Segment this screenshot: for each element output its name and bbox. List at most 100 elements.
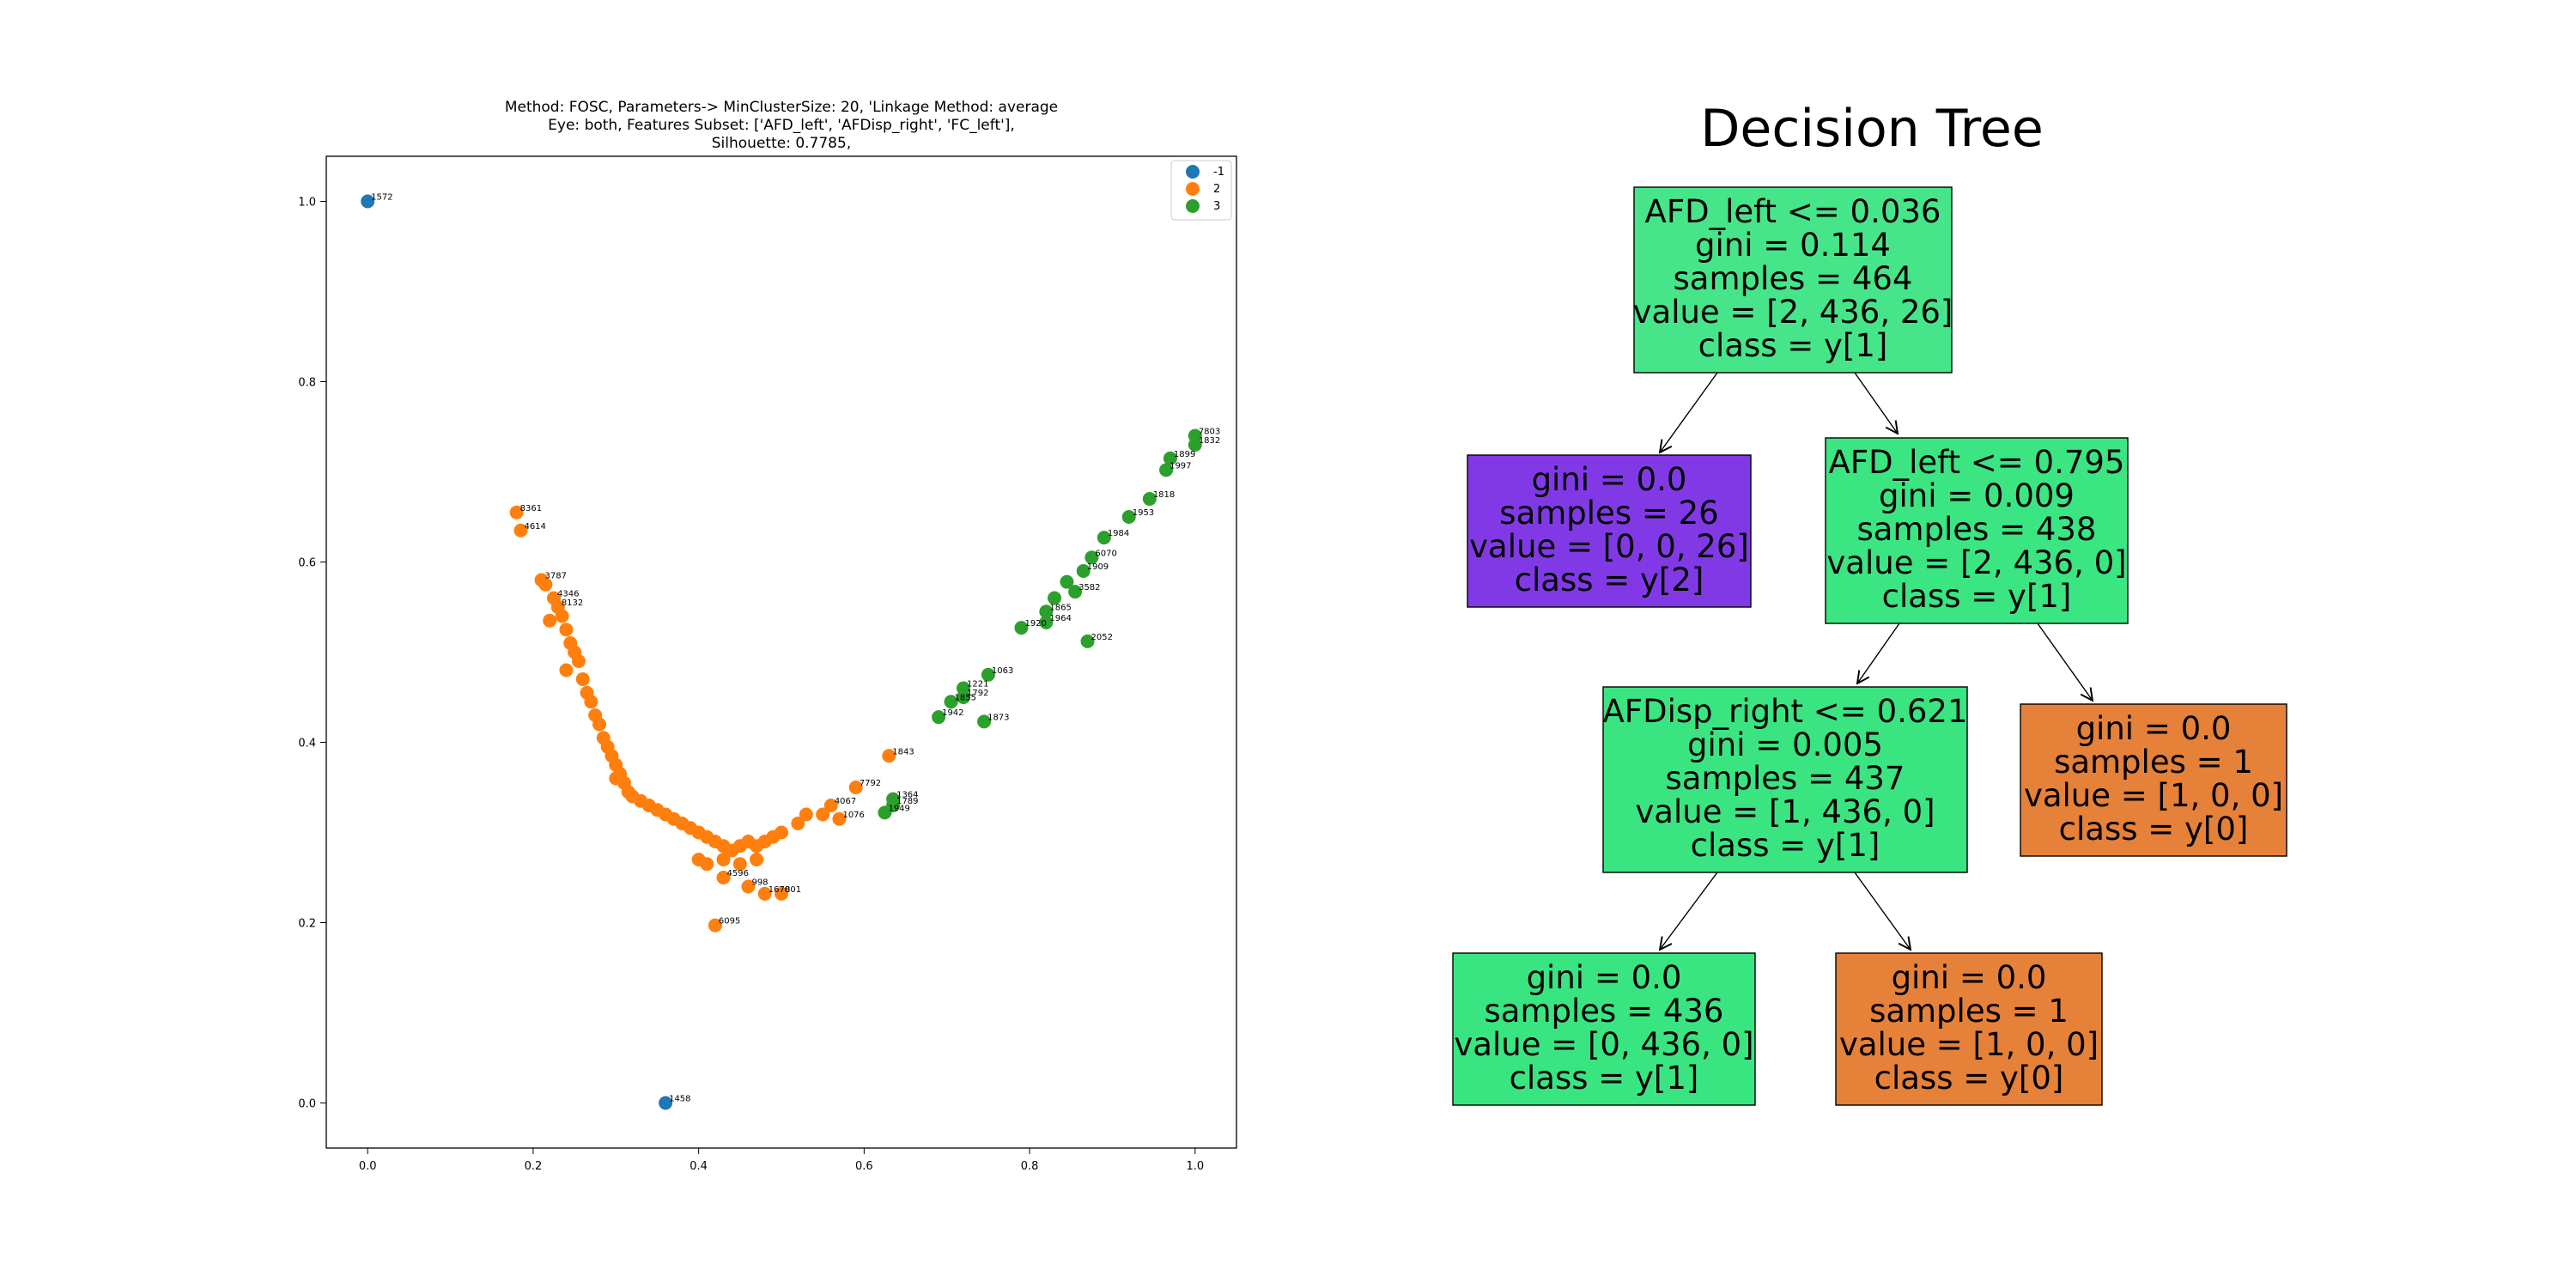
scatter-title-line-1: Method: FOSC, Parameters-> MinClusterSiz… bbox=[505, 99, 1058, 116]
tree-node-box bbox=[1825, 437, 2129, 624]
tree-node-box bbox=[1633, 186, 1953, 374]
scatter-point-cluster-3 bbox=[1159, 463, 1174, 477]
scatter-point-label: 1670 bbox=[769, 885, 790, 895]
scatter-point-cluster-2 bbox=[848, 781, 863, 794]
tree-node-line: class = y[1] bbox=[1698, 327, 1888, 364]
scatter-legend: -1 2 3 bbox=[1170, 160, 1232, 221]
scatter-point-label: 1920 bbox=[1024, 619, 1046, 629]
scatter-point-cluster-2 bbox=[559, 663, 574, 677]
tree-node-line: AFDisp_right <= 0.621 bbox=[1602, 693, 1967, 730]
scatter-point-cluster-2 bbox=[775, 825, 788, 840]
legend-marker-3 bbox=[1186, 199, 1200, 213]
tree-node-line: value = [0, 0, 26] bbox=[1469, 528, 1749, 565]
decision-tree-title: Decision Tree bbox=[1700, 99, 2044, 159]
tree-node-line: gini = 0.009 bbox=[1879, 477, 2075, 514]
scatter-point-label: 1818 bbox=[1153, 490, 1175, 500]
tree-node-line: AFD_left <= 0.036 bbox=[1645, 193, 1941, 230]
tree-edge-n3-n5 bbox=[1660, 872, 1718, 950]
scatter-point-cluster-2 bbox=[559, 623, 574, 637]
scatter-point-cluster-2 bbox=[509, 505, 524, 519]
scatter-title: Method: FOSC, Parameters-> MinClusterSiz… bbox=[505, 99, 1058, 152]
x-tick-label: 0.6 bbox=[855, 1160, 873, 1173]
scatter-point-cluster-3 bbox=[1080, 634, 1095, 648]
y-axis-ticks: 0.0 0.2 0.4 0.6 0.8 1.0 bbox=[298, 197, 326, 1111]
tree-node-line: class = y[1] bbox=[1882, 578, 2072, 615]
scatter-axes-frame bbox=[325, 155, 1237, 1149]
legend-label-3: 3 bbox=[1213, 200, 1220, 213]
scatter-point-cluster-2 bbox=[575, 672, 590, 686]
tree-node-line: gini = 0.0 bbox=[1532, 461, 1687, 498]
scatter-point-cluster-minus1 bbox=[659, 1096, 673, 1110]
scatter-point-cluster-2 bbox=[757, 886, 772, 901]
scatter-point-label: 1364 bbox=[896, 791, 918, 800]
tree-node-line: value = [2, 436, 26] bbox=[1633, 294, 1953, 331]
tree-node-line: value = [1, 0, 0] bbox=[1839, 1026, 2099, 1063]
legend-label-2: 2 bbox=[1213, 183, 1220, 196]
scatter-point-cluster-3 bbox=[1142, 492, 1157, 506]
tree-node-line: samples = 437 bbox=[1666, 760, 1905, 797]
scatter-point-label: 1789 bbox=[896, 797, 918, 806]
tree-node-box bbox=[1835, 952, 2103, 1106]
scatter-point-cluster-3 bbox=[1039, 615, 1054, 629]
tree-node-line: class = y[0] bbox=[2059, 811, 2249, 848]
scatter-point-cluster-3 bbox=[957, 690, 970, 704]
scatter-point-label: 6095 bbox=[719, 917, 740, 927]
scatter-point-label: 1792 bbox=[967, 689, 988, 698]
scatter-title-line-3: Silhouette: 0.7785, bbox=[712, 135, 851, 152]
scatter-point-label: 4614 bbox=[524, 522, 545, 532]
y-tick-label: 0.6 bbox=[298, 557, 316, 570]
scatter-point-label: 7803 bbox=[1199, 428, 1220, 437]
scatter-point-label: 1899 bbox=[1174, 450, 1195, 459]
scatter-point-label: 1953 bbox=[1133, 508, 1154, 518]
scatter-point-label: 1458 bbox=[669, 1095, 690, 1104]
scatter-point-cluster-2 bbox=[538, 577, 553, 592]
y-tick-label: 0.2 bbox=[298, 918, 316, 931]
scatter-point-cluster-3 bbox=[1060, 574, 1074, 589]
tree-node-line: value = [0, 436, 0] bbox=[1454, 1026, 1753, 1063]
tree-node-box bbox=[1602, 686, 1968, 873]
scatter-point-label: 1221 bbox=[967, 680, 988, 690]
tree-node-line: gini = 0.0 bbox=[2076, 710, 2232, 747]
tree-node-line: value = [2, 436, 0] bbox=[1826, 544, 2126, 581]
scatter-point-label: 3582 bbox=[1078, 583, 1100, 592]
tree-node-line: AFD_left <= 0.795 bbox=[1829, 444, 2125, 481]
y-tick-label: 0.0 bbox=[298, 1098, 316, 1111]
scatter-point-cluster-3 bbox=[977, 714, 992, 729]
y-tick-label: 0.4 bbox=[298, 738, 316, 750]
tree-node-line: gini = 0.114 bbox=[1695, 227, 1891, 264]
tree-node-box bbox=[1452, 952, 1756, 1106]
scatter-point-label: 2052 bbox=[1091, 633, 1113, 642]
scatter-point-cluster-3 bbox=[1068, 585, 1083, 599]
scatter-point-label: 1063 bbox=[992, 666, 1013, 676]
scatter-point-label: 1832 bbox=[1199, 436, 1220, 446]
scatter-point-cluster-3 bbox=[944, 695, 958, 709]
tree-edge-n0-n1 bbox=[1660, 372, 1718, 453]
scatter-point-label: 1076 bbox=[842, 811, 864, 820]
scatter-title-line-2: Eye: both, Features Subset: ['AFD_left',… bbox=[548, 117, 1015, 134]
scatter-point-cluster-2 bbox=[775, 886, 788, 901]
tree-node-line: samples = 438 bbox=[1857, 511, 2097, 548]
tree-node-box bbox=[1467, 454, 1752, 608]
tree-node-line: samples = 26 bbox=[1499, 495, 1718, 532]
scatter-point-label: 1873 bbox=[987, 713, 1009, 722]
x-tick-label: 0.2 bbox=[525, 1160, 543, 1173]
scatter-point-label: 1865 bbox=[1049, 603, 1071, 612]
scatter-point-cluster-2 bbox=[571, 654, 586, 668]
scatter-point-cluster-2 bbox=[741, 879, 756, 894]
scatter-point-label: 998 bbox=[751, 878, 768, 888]
tree-edge-n2-n3 bbox=[1857, 623, 1900, 683]
scatter-point-cluster-2 bbox=[592, 717, 606, 732]
tree-node-line: gini = 0.0 bbox=[1527, 959, 1682, 996]
scatter-point-cluster-2 bbox=[750, 853, 764, 866]
tree-node-line: gini = 0.0 bbox=[1892, 959, 2047, 996]
scatter-point-cluster-2 bbox=[543, 613, 557, 628]
tree-node-box bbox=[2020, 703, 2287, 857]
scatter-point-cluster-2 bbox=[882, 749, 896, 763]
scatter-point-cluster-3 bbox=[1076, 564, 1091, 578]
